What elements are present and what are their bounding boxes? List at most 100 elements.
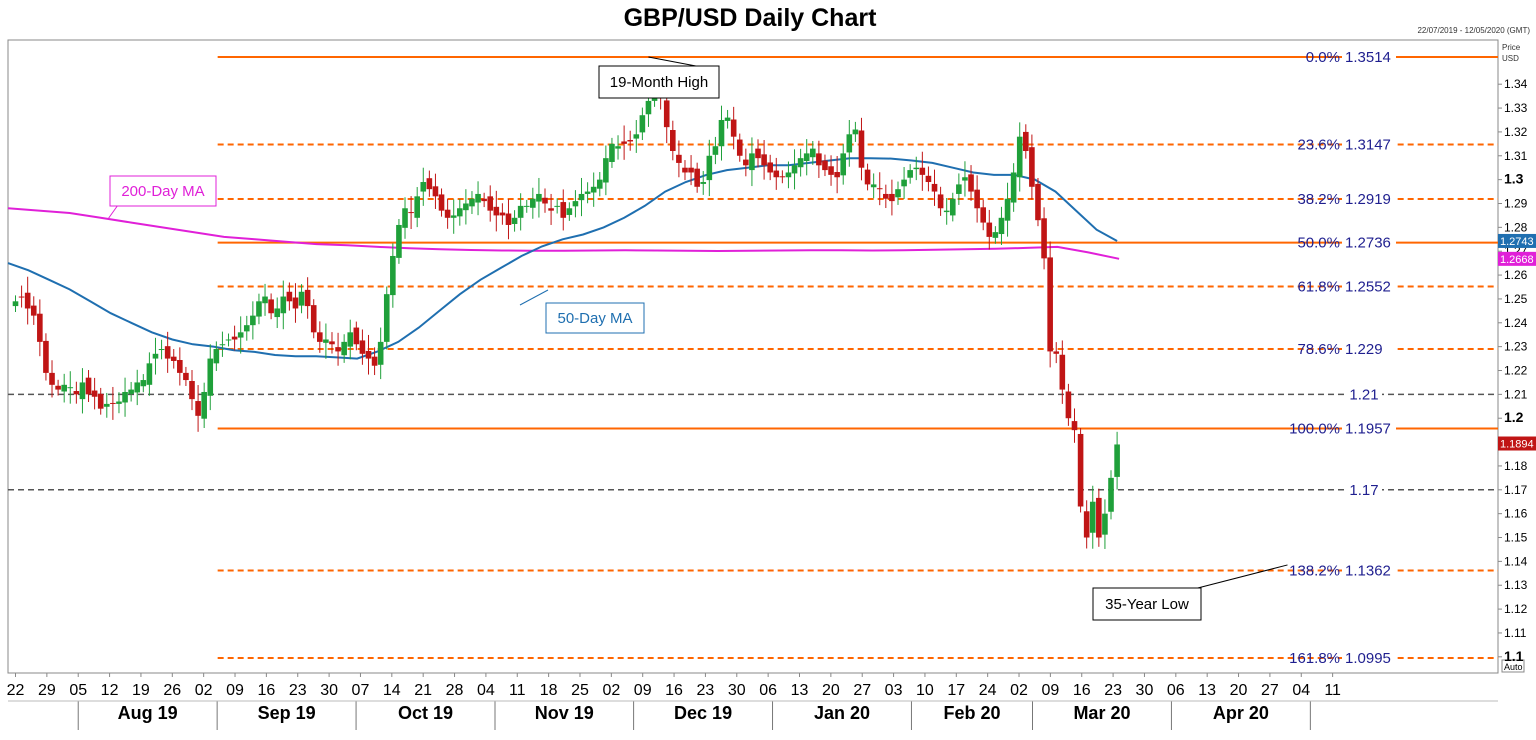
candle-down [755, 148, 761, 159]
candle-up [67, 387, 74, 389]
x-tick-label: 11 [1324, 682, 1341, 699]
x-tick-label: 03 [885, 682, 903, 699]
candle-up [846, 134, 853, 153]
candle-up [420, 182, 427, 192]
candle-up [128, 389, 134, 394]
price-tag-label: 1.2743 [1500, 236, 1534, 248]
low-callout-box [1092, 587, 1202, 621]
fib-level-label-bg [1342, 233, 1396, 251]
candle-up [140, 380, 147, 387]
ma50-label-box [545, 302, 645, 334]
fib-level-label-bg [1342, 649, 1396, 666]
month-label: Apr 20 [1213, 703, 1269, 723]
candle-down [189, 381, 195, 400]
candle-down [676, 154, 682, 163]
candle-down [1023, 131, 1029, 152]
x-tick-label: 30 [728, 682, 746, 699]
candle-up [463, 203, 469, 211]
candle-down [876, 188, 883, 190]
fib-level-percent: 50.0% [1297, 235, 1340, 252]
candle-up [645, 100, 652, 115]
x-tick-label: 25 [571, 682, 589, 699]
price-tag-label: 1.1894 [1500, 439, 1534, 451]
candle-down [834, 171, 840, 178]
candle-up [262, 296, 268, 304]
candle-up [511, 217, 518, 225]
candle-up [323, 339, 329, 343]
candle-up [633, 134, 640, 139]
ma200-label: 200-Day MA [121, 183, 204, 200]
x-tick-label: 23 [1104, 682, 1122, 699]
x-tick-label: 27 [853, 682, 871, 699]
candle-down [432, 186, 439, 197]
fib-level-value: 1.2736 [1345, 235, 1391, 252]
candle-down [438, 194, 445, 211]
price-tag [1498, 251, 1536, 266]
y-tick-label: 1.23 [1504, 340, 1528, 354]
candle-down [736, 139, 743, 156]
candle-down [670, 130, 676, 152]
y-tick-label: 1.16 [1504, 507, 1528, 521]
y-tick-label: 1.14 [1504, 554, 1528, 568]
x-tick-label: 23 [697, 682, 715, 699]
candle-down [335, 347, 341, 352]
candle-down [1096, 497, 1102, 538]
candle-down [931, 183, 938, 192]
fib-level-value: 1.1957 [1345, 420, 1391, 437]
candle-down [444, 209, 451, 218]
candle-up [134, 382, 141, 393]
candle-up [1016, 136, 1023, 178]
fib-level-percent: 61.8% [1297, 279, 1340, 296]
support-label-bg [1346, 385, 1382, 403]
x-tick-label: 19 [132, 682, 150, 699]
x-axis: 22 29 05 12 19 26 02 09 16 23 30 07 14 21 28 04 11 18 25 02… [7, 673, 1498, 730]
candle-up [554, 205, 560, 207]
x-tick-label: 20 [822, 682, 840, 699]
candle-down [73, 391, 80, 395]
fib-level-percent: 23.6% [1297, 137, 1340, 154]
candle-down [1083, 511, 1090, 538]
candle-up [791, 165, 798, 174]
x-tick-label: 22 [7, 682, 25, 699]
ma200-label-box [109, 175, 217, 207]
x-tick-label: 09 [1041, 682, 1059, 699]
candle-up [803, 153, 810, 162]
month-label: Nov 19 [535, 703, 594, 723]
x-tick-label: 05 [69, 682, 87, 699]
high-callout-box [598, 65, 720, 99]
candle-up [201, 391, 207, 419]
candle-down [828, 166, 834, 175]
candle-down [231, 336, 238, 340]
candle-up [158, 349, 165, 351]
candle-down [85, 377, 92, 395]
candle-up [1114, 444, 1120, 477]
candle-up [207, 358, 214, 396]
candle-down [864, 169, 871, 185]
candle-down [773, 170, 780, 178]
support-label-bg [1346, 480, 1382, 498]
candle-up [280, 296, 287, 314]
fib-level-percent: 138.2% [1289, 562, 1340, 579]
candle-down [55, 385, 61, 390]
fib-level-value: 1.1362 [1345, 562, 1391, 579]
x-tick-label: 13 [1198, 682, 1216, 699]
candle-down [317, 332, 323, 342]
candle-up [956, 184, 962, 194]
month-label: Jan 20 [814, 703, 870, 723]
fib-level-label-bg [1342, 189, 1396, 207]
candle-up [639, 115, 646, 133]
fib-level-label-bg [1342, 561, 1396, 579]
candle-up [1089, 501, 1096, 533]
y-tick-label: 1.15 [1504, 531, 1528, 545]
x-tick-label: 04 [477, 682, 495, 699]
price-tag [1498, 233, 1536, 248]
candle-up [414, 196, 420, 218]
auto-scale-box[interactable] [1501, 659, 1525, 673]
candle-down [408, 212, 414, 214]
candle-down [858, 130, 865, 168]
candle-up [572, 201, 579, 207]
candle-down [91, 390, 98, 397]
candle-up [962, 177, 968, 181]
candle-down [767, 162, 773, 173]
x-tick-label: 10 [916, 682, 934, 699]
